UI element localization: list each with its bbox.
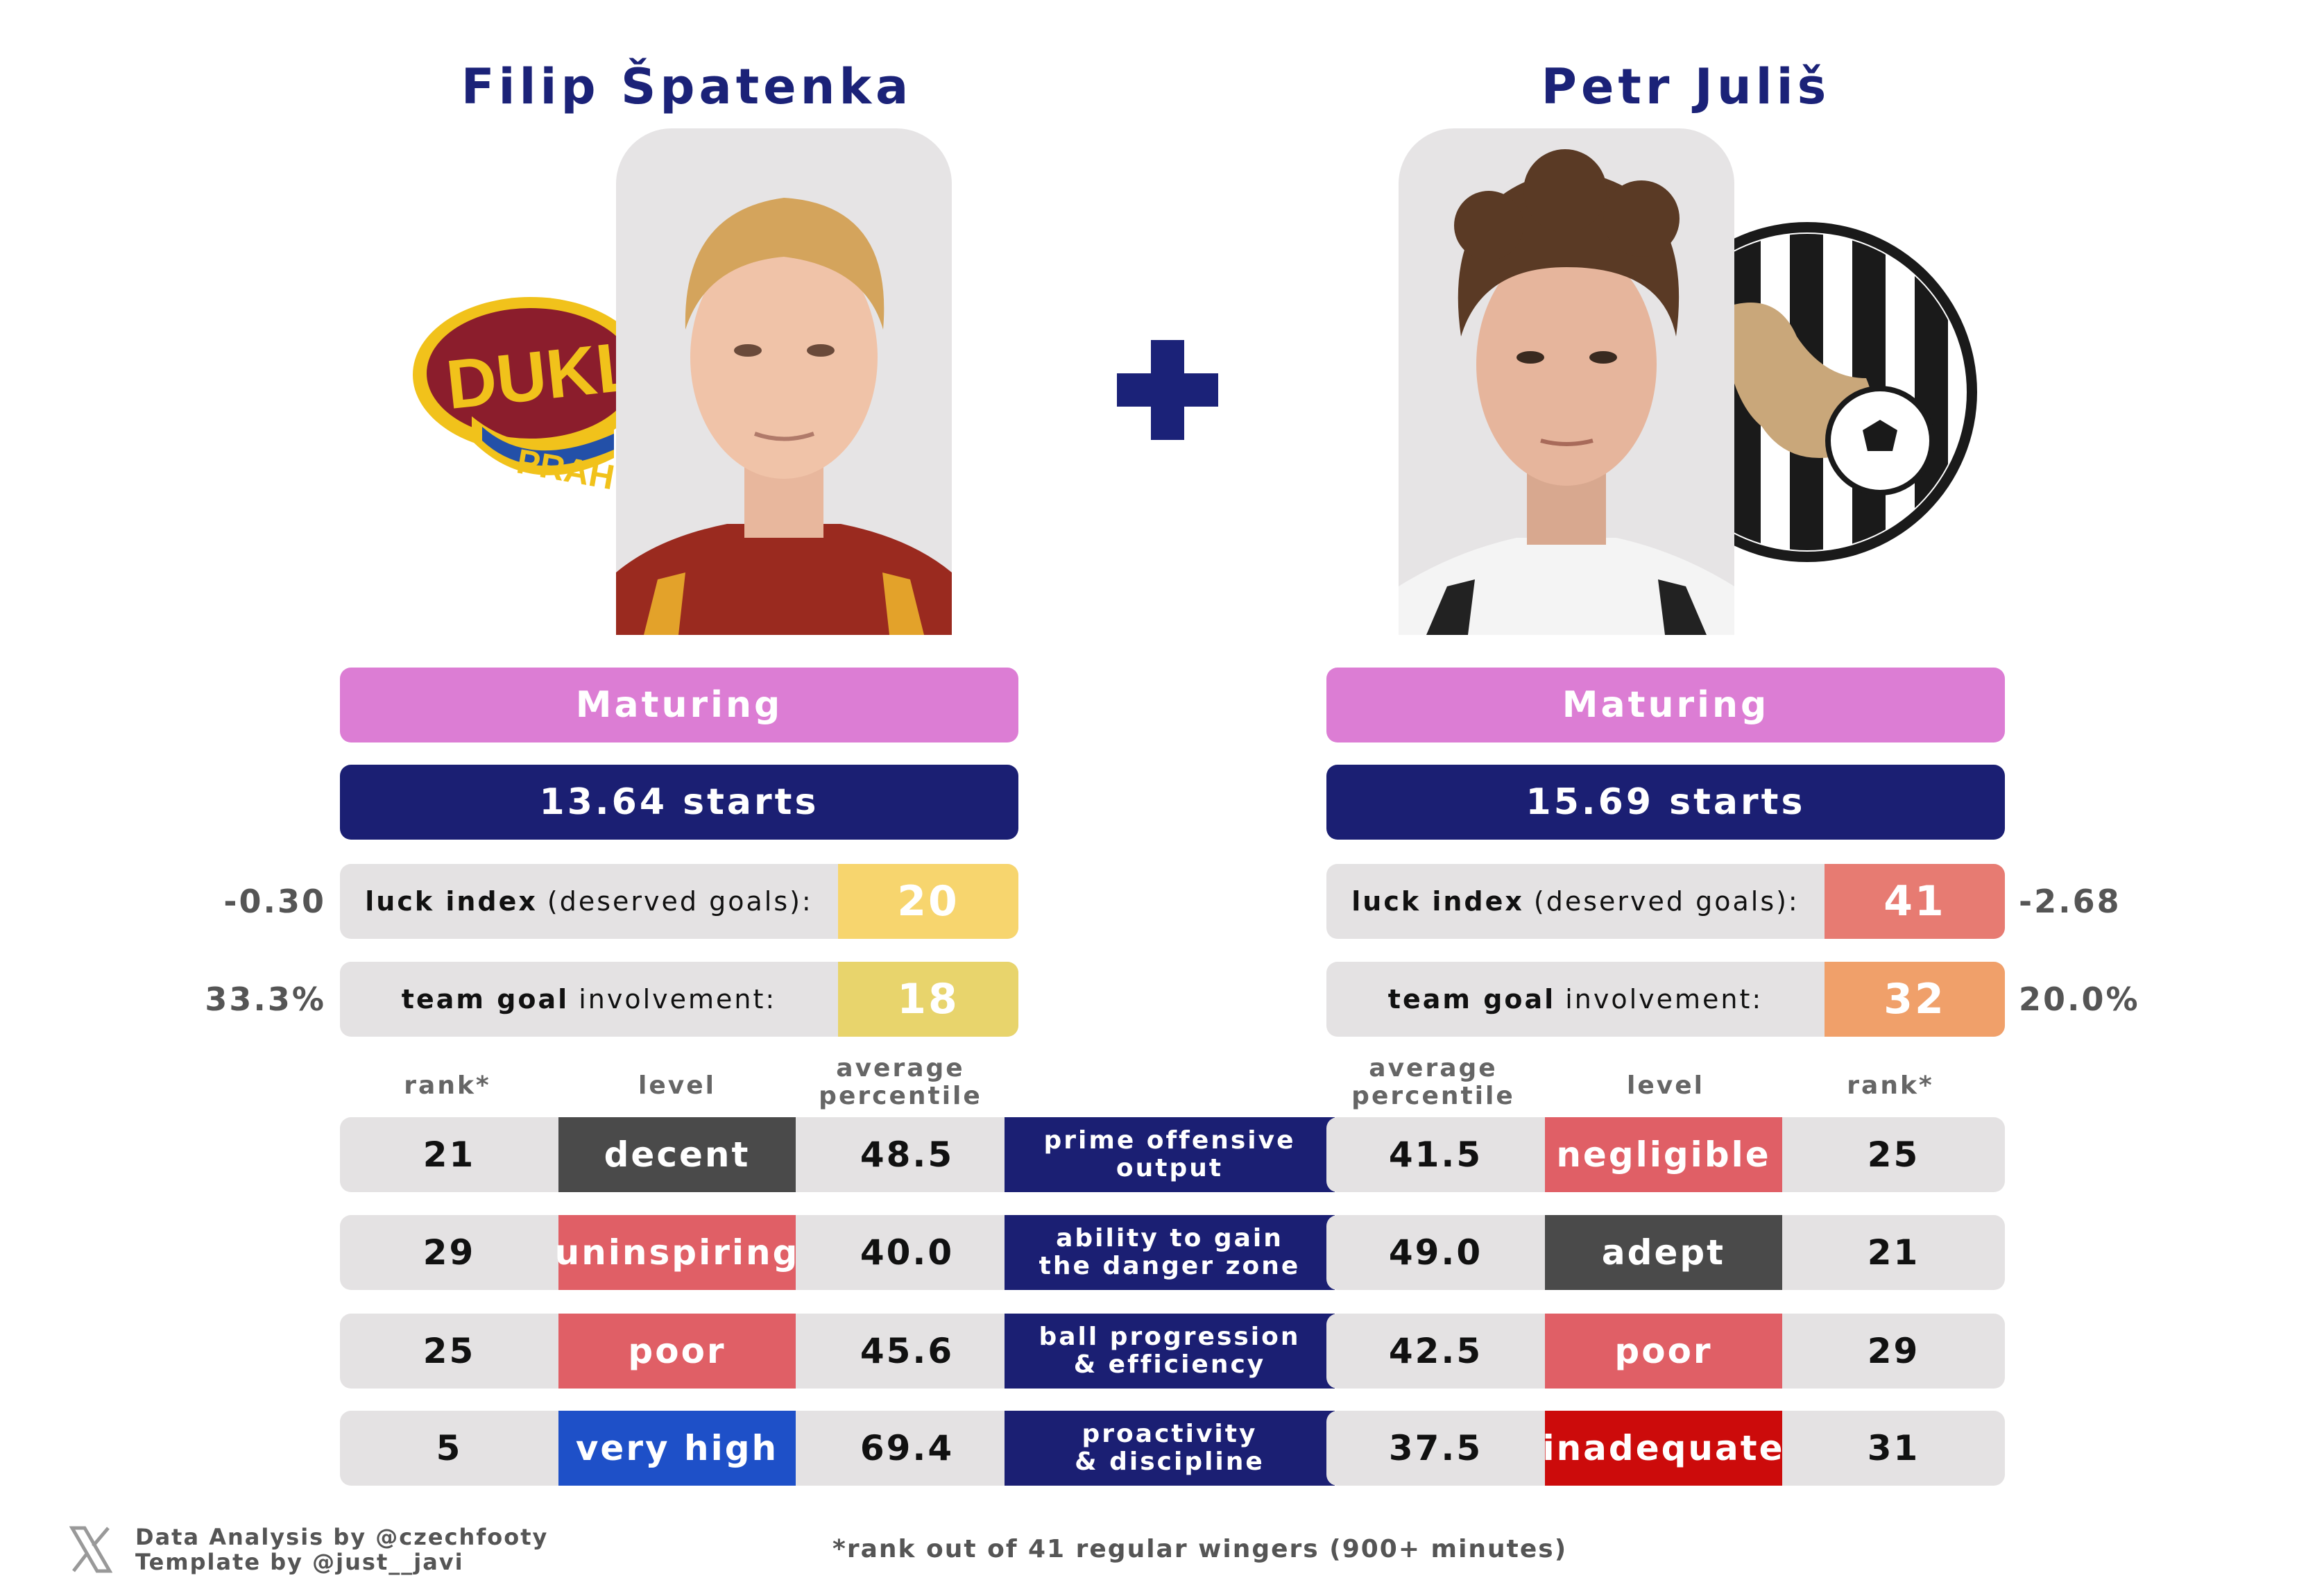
rank-value: 5 <box>436 1428 463 1468</box>
level-badge: inadequate <box>1542 1411 1783 1486</box>
level-badge: uninspiring <box>555 1215 797 1290</box>
metric-row-left: 25 poor 45.6 <box>340 1314 1018 1389</box>
involvement-side-right: 20.0% <box>2019 980 2140 1018</box>
involvement-value-left: 18 <box>838 962 1018 1037</box>
category-line2: output <box>1116 1154 1224 1182</box>
metric-row-right: 49.0 adept 21 <box>1326 1215 2005 1290</box>
rank-value: 29 <box>422 1232 476 1273</box>
rank-value: 31 <box>1867 1428 1920 1468</box>
level-badge: negligible <box>1545 1117 1782 1192</box>
credit-template: Template by @just__javi <box>135 1549 464 1575</box>
luck-value-right: 41 <box>1825 864 2005 939</box>
luck-index-label: luck index (deserved goals): <box>340 864 838 939</box>
rank-value: 21 <box>1867 1232 1920 1273</box>
rank-value: 29 <box>1867 1331 1920 1371</box>
avg-percentile: 48.5 <box>860 1135 955 1175</box>
level-badge: poor <box>558 1314 796 1389</box>
rank-footnote: *rank out of 41 regular wingers (900+ mi… <box>832 1535 1568 1563</box>
rank-value: 25 <box>1867 1135 1920 1175</box>
metric-row-right: 41.5 negligible 25 <box>1326 1117 2005 1192</box>
luck-side-right: -2.68 <box>2019 883 2121 920</box>
metric-row-right: 42.5 poor 29 <box>1326 1314 2005 1389</box>
avg-percentile: 42.5 <box>1388 1331 1483 1371</box>
level-badge: very high <box>558 1411 796 1486</box>
level-badge: adept <box>1545 1215 1782 1290</box>
player-photo-right <box>1399 128 1734 635</box>
avg-percentile: 40.0 <box>860 1232 955 1273</box>
avg-percentile: 69.4 <box>860 1428 955 1468</box>
category-line2: & efficiency <box>1073 1350 1266 1379</box>
metric-row-right: 37.5 inadequate 31 <box>1326 1411 2005 1486</box>
luck-label-rest: (deserved goals): <box>1533 886 1800 917</box>
involvement-label-bold: team goal <box>1387 984 1556 1015</box>
luck-index-label: luck index (deserved goals): <box>1326 864 1825 939</box>
player-name-right: Petr Juliš <box>1541 58 1831 115</box>
header-avg-line1: average <box>1369 1054 1498 1083</box>
starts-left: 13.64 starts <box>340 765 1018 840</box>
header-rank-right: rank* <box>1847 1071 1934 1100</box>
involvement-value-right: 32 <box>1825 962 2005 1037</box>
avg-percentile: 45.6 <box>860 1331 955 1371</box>
category-line2: the danger zone <box>1039 1252 1301 1280</box>
rank-value: 21 <box>422 1135 476 1175</box>
plus-icon-vertical <box>1151 340 1184 440</box>
starts-right: 15.69 starts <box>1326 765 2005 840</box>
level-badge: decent <box>558 1117 796 1192</box>
header-avg-line1: average <box>836 1054 965 1083</box>
header-avg-line2: percentile <box>1351 1082 1515 1110</box>
involvement-label: team goal involvement: <box>1326 962 1825 1037</box>
luck-index-right: luck index (deserved goals): 41 <box>1326 864 2005 939</box>
luck-index-left: luck index (deserved goals): 20 <box>340 864 1018 939</box>
metric-row-left: 5 very high 69.4 <box>340 1411 1018 1486</box>
metric-category: proactivity & discipline <box>1005 1411 1335 1486</box>
involvement-left: team goal involvement: 18 <box>340 962 1018 1037</box>
metric-row-left: 29 uninspiring 40.0 <box>340 1215 1018 1290</box>
avg-percentile: 37.5 <box>1388 1428 1483 1468</box>
header-avg-right: average percentile <box>1329 1055 1537 1110</box>
category-line1: ability to gain <box>1056 1224 1283 1253</box>
involvement-label-bold: team goal <box>401 984 570 1015</box>
category-line1: prime offensive <box>1043 1126 1296 1155</box>
metric-category: ball progression & efficiency <box>1005 1314 1335 1389</box>
luck-value-left: 20 <box>838 864 1018 939</box>
header-avg-left: average percentile <box>796 1055 1005 1110</box>
category-line1: proactivity <box>1082 1420 1258 1448</box>
involvement-right: team goal involvement: 32 <box>1326 962 2005 1037</box>
level-badge: poor <box>1545 1314 1782 1389</box>
dukla-praha-logo: DUKL PRAH <box>406 291 649 507</box>
maturing-badge-right: Maturing <box>1326 668 2005 742</box>
involvement-side-left: 33.3% <box>205 980 326 1018</box>
header-level-right: level <box>1627 1071 1704 1100</box>
involvement-label-rest: involvement: <box>579 984 777 1015</box>
x-logo-icon <box>69 1525 113 1574</box>
metric-row-left: 21 decent 48.5 <box>340 1117 1018 1192</box>
luck-label-rest: (deserved goals): <box>547 886 813 917</box>
avg-percentile: 41.5 <box>1388 1135 1483 1175</box>
player-photo-left <box>616 128 952 635</box>
metric-category: ability to gain the danger zone <box>1005 1215 1335 1290</box>
luck-side-left: -0.30 <box>223 883 326 920</box>
player-name-left: Filip Špatenka <box>461 58 913 115</box>
avg-percentile: 49.0 <box>1388 1232 1483 1273</box>
metric-category: prime offensive output <box>1005 1117 1335 1192</box>
luck-label-bold: luck index <box>1351 886 1524 917</box>
category-line1: ball progression <box>1039 1323 1301 1351</box>
header-level-left: level <box>638 1071 716 1100</box>
maturing-badge-left: Maturing <box>340 668 1018 742</box>
involvement-label-rest: involvement: <box>1565 984 1763 1015</box>
header-rank-left: rank* <box>404 1071 491 1100</box>
credit-analysis: Data Analysis by @czechfooty <box>135 1524 549 1550</box>
luck-label-bold: luck index <box>365 886 538 917</box>
involvement-label: team goal involvement: <box>340 962 838 1037</box>
header-avg-line2: percentile <box>819 1082 982 1110</box>
category-line2: & discipline <box>1075 1448 1265 1476</box>
rank-value: 25 <box>422 1331 476 1371</box>
